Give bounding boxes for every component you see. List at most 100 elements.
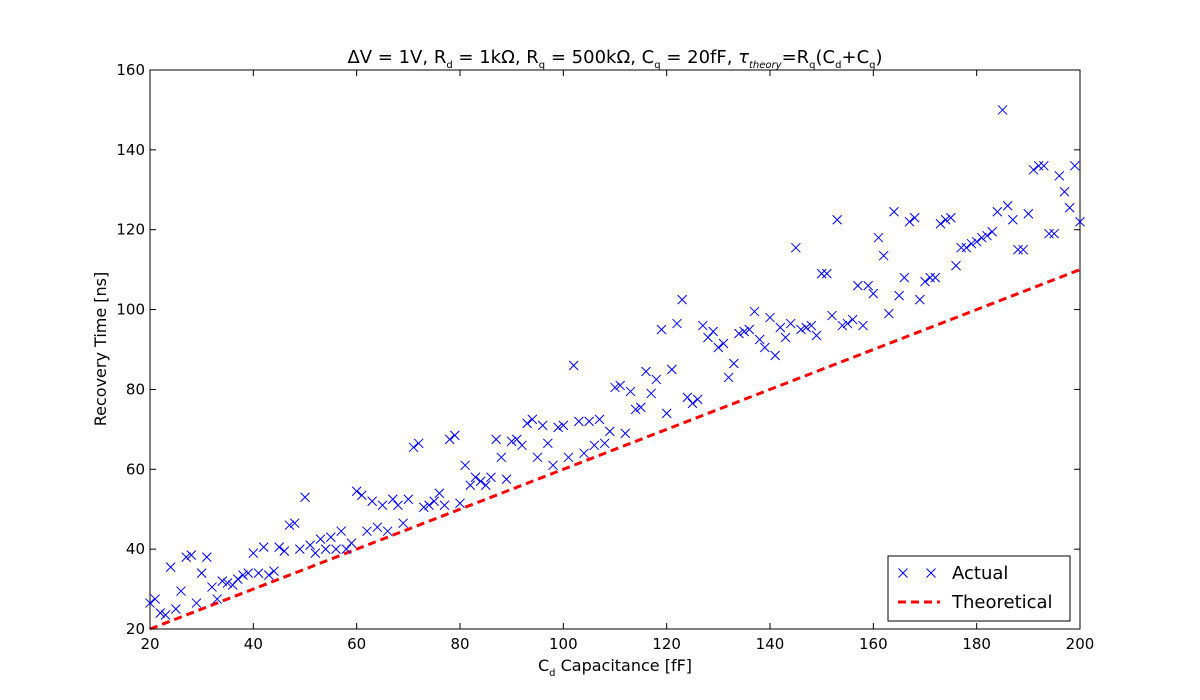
data-point-actual (294, 544, 305, 554)
data-point-actual (687, 398, 698, 409)
data-point-actual (346, 538, 357, 549)
data-point-actual (945, 212, 956, 223)
data-point-actual (315, 534, 326, 545)
data-point-actual (1018, 244, 1029, 255)
data-point-actual (1023, 208, 1034, 219)
data-point-actual (589, 440, 600, 451)
legend-label-theoretical: Theoretical (951, 592, 1053, 613)
data-point-actual (1054, 170, 1065, 181)
data-point-actual (940, 214, 951, 225)
data-point-actual (279, 546, 290, 556)
data-point-actual (925, 272, 936, 283)
data-point-actual (718, 338, 729, 349)
data-point-actual (615, 380, 626, 391)
data-point-actual (630, 404, 641, 415)
data-point-actual (470, 472, 481, 483)
data-point-actual (646, 388, 657, 399)
data-point-actual (227, 580, 238, 590)
data-point-actual (842, 318, 853, 329)
data-point-actual (491, 434, 502, 445)
data-point-actual (424, 500, 434, 511)
legend-marker-actual (898, 568, 936, 578)
data-point-actual (780, 332, 791, 343)
x-tick-label: 100 (549, 635, 578, 653)
data-point-actual (217, 576, 228, 586)
data-point-actual (387, 494, 398, 505)
data-point-actual (439, 500, 450, 511)
data-point-actual (682, 392, 693, 403)
data-point-actual (222, 578, 233, 588)
chart-title: ΔV = 1V, Rd = 1kΩ, Rq = 500kΩ, Cq = 20fF… (347, 47, 882, 71)
data-point-actual (966, 238, 977, 249)
data-point-actual (806, 320, 817, 331)
data-point-actual (982, 230, 992, 241)
data-point-actual (775, 322, 786, 333)
data-point-actual (563, 452, 574, 463)
plot-area (145, 69, 1085, 631)
data-point-actual (759, 342, 770, 353)
data-point-actual (666, 364, 677, 375)
y-tick-label: 100 (116, 301, 145, 319)
data-point-actual (852, 280, 863, 291)
data-point-actual (367, 496, 378, 507)
data-point-actual (418, 502, 429, 513)
y-tick-label: 120 (116, 221, 145, 239)
data-point-actual (641, 366, 651, 377)
data-point-actual (181, 552, 192, 562)
data-point-actual (765, 312, 775, 323)
data-point-actual (253, 568, 264, 578)
legend-label-actual: Actual (952, 563, 1008, 584)
data-point-actual (821, 268, 832, 279)
data-point-actual (331, 544, 341, 554)
data-point-actual (827, 310, 837, 321)
data-point-actual (599, 438, 610, 449)
data-point-actual (408, 442, 419, 453)
data-point-actual (894, 290, 905, 301)
x-tick-label: 120 (652, 635, 681, 653)
data-point-actual (573, 416, 584, 427)
data-point-actual (238, 570, 248, 580)
data-point-actual (997, 105, 1008, 115)
data-point-actual (754, 334, 765, 345)
data-point-actual (992, 206, 1003, 217)
data-point-actual (351, 486, 362, 497)
data-point-actual (1038, 160, 1049, 171)
y-axis-label: Recovery Time [ns] (91, 272, 110, 426)
data-point-actual (176, 586, 186, 596)
data-point-actual (837, 320, 848, 331)
data-point-actual (832, 214, 843, 225)
data-point-actual (883, 308, 894, 319)
data-point-actual (961, 242, 972, 253)
data-point-actual (1059, 186, 1070, 197)
x-tick-label: 40 (244, 635, 263, 653)
data-point-actual (532, 452, 543, 463)
data-point-actual (553, 422, 564, 433)
y-tick-label: 60 (126, 460, 145, 478)
data-point-actual (672, 318, 682, 329)
data-point-actual (170, 604, 181, 614)
data-point-actual (904, 216, 915, 227)
data-point-actual (449, 430, 460, 441)
x-tick-label: 140 (756, 635, 785, 653)
data-point-actual (527, 414, 538, 425)
data-point-actual (145, 598, 155, 608)
axis-ticks: 20 40 60 80 100 120 140 160 180 200 20 40 60 80 100 120… (116, 61, 1094, 653)
data-point-actual (212, 594, 223, 604)
data-point-actual (568, 360, 579, 371)
data-point-actual (708, 326, 719, 337)
x-tick-label: 80 (450, 635, 469, 653)
data-point-actual (455, 498, 465, 509)
data-point-actual (847, 314, 858, 325)
data-point-actual (248, 548, 259, 558)
data-point-actual (956, 242, 967, 253)
data-point-actual (604, 426, 615, 437)
y-tick-label: 160 (116, 61, 145, 79)
data-point-actual (594, 414, 605, 425)
data-point-actual (785, 318, 796, 329)
data-point-actual (372, 522, 383, 533)
data-point-actual (1049, 228, 1060, 239)
data-point-actual (584, 416, 595, 427)
data-point-actual (770, 350, 781, 361)
data-point-actual (1028, 164, 1039, 175)
